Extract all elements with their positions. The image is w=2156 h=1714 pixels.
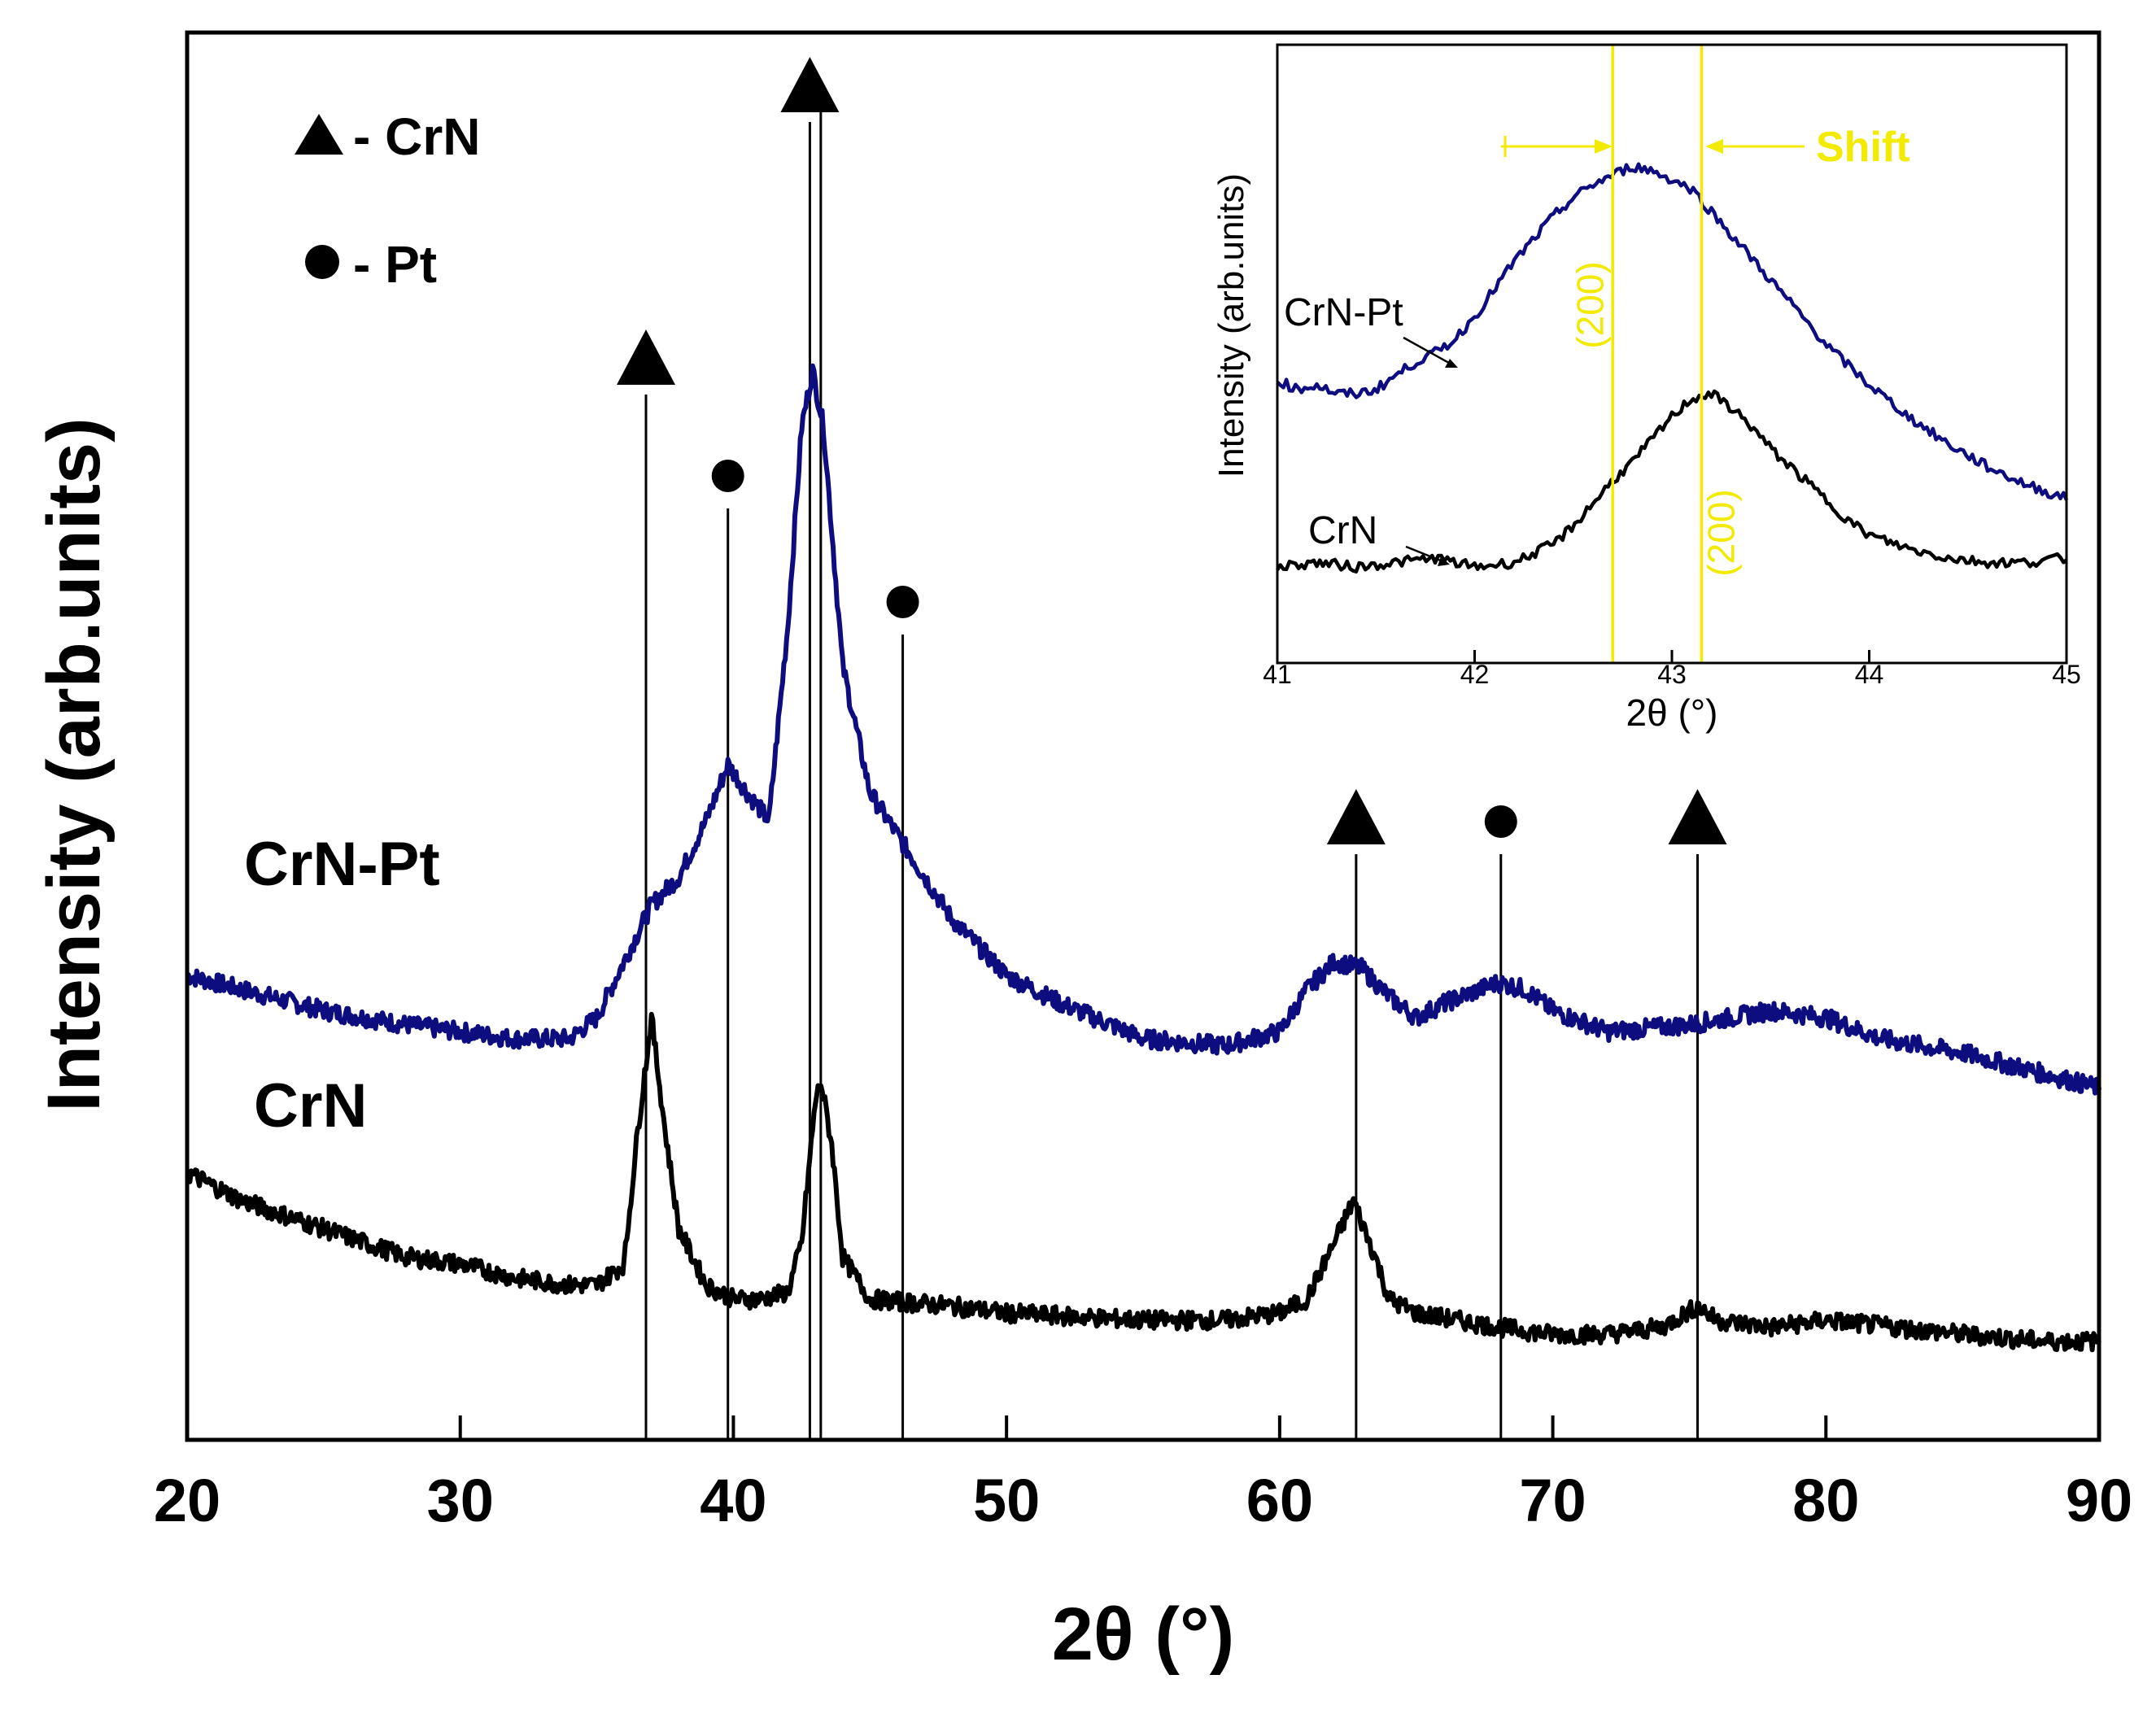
inset-x-tick-label: 45 — [2052, 660, 2081, 689]
inset-label-crn: CrN — [1308, 509, 1377, 552]
shift-annotation: Shift — [1501, 124, 1910, 171]
legend-triangle-icon — [295, 114, 343, 155]
inset-pointer-crn-pt-head-icon — [1445, 359, 1458, 368]
legend: - CrN - Pt — [295, 107, 480, 294]
inset-label-crn-pt: CrN-Pt — [1284, 291, 1403, 334]
shift-arrow-right-head-icon — [1705, 139, 1723, 154]
legend-circle-icon — [305, 245, 339, 279]
series-label-crn: CrN — [254, 1071, 367, 1140]
shift-label: Shift — [1816, 124, 1910, 171]
x-tick-label: 40 — [700, 1467, 766, 1534]
main-plot: 20 30 40 50 60 70 80 90 2θ (°) Intensity (arb.u… — [33, 30, 2132, 1676]
x-tick-label: 50 — [973, 1467, 1040, 1534]
series-group — [185, 363, 2101, 1353]
inset-x-tick-label: 42 — [1460, 660, 1490, 689]
inset-x-tick-label: 44 — [1855, 660, 1884, 689]
inset-plot: (200) (200) 41 42 43 44 45 2θ (°) Intensity (… — [1211, 43, 2081, 734]
x-ticks: 20 30 40 50 60 70 80 90 — [154, 1415, 2132, 1534]
inset-peak-label: (200) — [1700, 489, 1742, 576]
inset-frame — [1276, 43, 2068, 665]
reference-lines — [617, 57, 1727, 1440]
x-tick-label: 60 — [1246, 1467, 1313, 1534]
inset-series-line-crn — [1276, 389, 2068, 574]
x-tick-label: 30 — [427, 1467, 494, 1534]
inset-x-ticks: 41 42 43 44 45 — [1263, 650, 2081, 689]
crn-triangle-marker — [1326, 789, 1386, 844]
x-tick-label: 70 — [1519, 1467, 1586, 1534]
inset-y-axis-title: Intensity (arb.units) — [1211, 173, 1251, 478]
inset-series-group — [1276, 162, 2069, 574]
inset-series-line-crn-pt — [1276, 162, 2069, 501]
inset-background — [1277, 45, 2067, 663]
crn-triangle-marker — [617, 329, 675, 385]
x-axis-title: 2θ (°) — [1052, 1593, 1235, 1676]
inset-pointer-crn-pt — [1403, 336, 1456, 368]
series-label-crn-pt: CrN-Pt — [244, 830, 440, 899]
inset-peak-label: (200) — [1569, 261, 1611, 348]
inset-pointer-crn-head-icon — [1438, 556, 1450, 566]
y-axis-title: Intensity (arb.units) — [33, 417, 116, 1112]
inset-peak-markers: (200) (200) — [1569, 45, 1742, 663]
inset-x-tick-label: 43 — [1657, 660, 1687, 689]
series-line-crn — [185, 1011, 2101, 1353]
pt-circle-marker — [886, 586, 919, 618]
legend-label-crn: - CrN — [353, 107, 480, 166]
x-tick-label: 80 — [1792, 1467, 1859, 1534]
pt-circle-marker — [711, 460, 744, 492]
inset-x-axis-title: 2θ (°) — [1626, 691, 1718, 734]
shift-arrow-left-head-icon — [1595, 139, 1613, 154]
series-line-crn-pt — [185, 363, 2101, 1096]
crn-triangle-marker — [1668, 789, 1727, 844]
crn-triangle-marker — [780, 57, 840, 112]
legend-label-pt: - Pt — [353, 235, 437, 294]
inset-x-tick-label: 41 — [1263, 660, 1292, 689]
plot-frame — [185, 30, 2101, 1442]
pt-circle-marker — [1484, 805, 1517, 838]
x-tick-label: 20 — [154, 1467, 220, 1534]
x-tick-label: 90 — [2066, 1467, 2132, 1534]
